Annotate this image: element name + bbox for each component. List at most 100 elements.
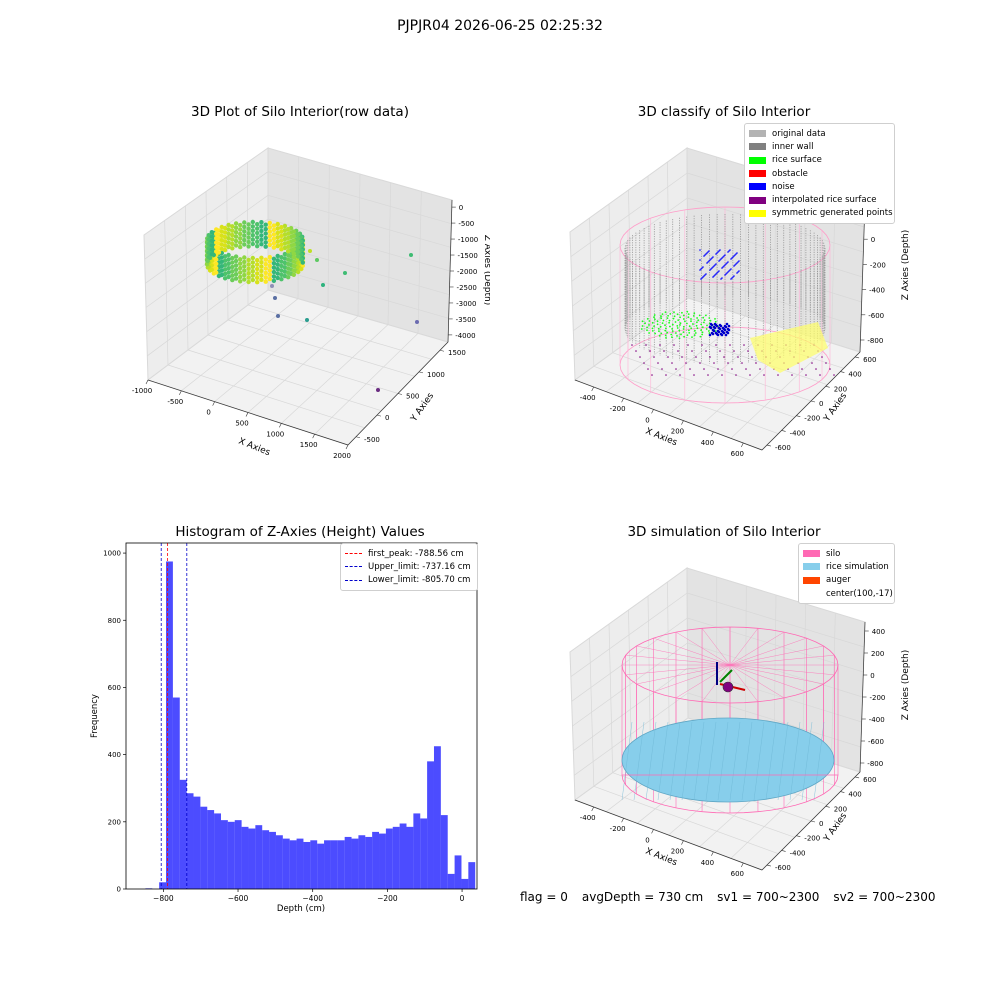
x-tick xyxy=(145,379,149,385)
y-tick-label: -600 xyxy=(775,864,791,872)
point xyxy=(282,265,288,270)
point xyxy=(238,274,243,280)
noise-point xyxy=(703,275,705,277)
rice-surface-point xyxy=(648,324,650,326)
figure-title: PJPJR04 2026-06-25 02:25:32 xyxy=(397,18,603,34)
x-tick-label: −400 xyxy=(302,894,323,903)
rice-surface-point xyxy=(700,329,702,332)
histogram-bar xyxy=(234,820,242,889)
histogram-bar xyxy=(275,835,283,889)
z-tick-label: -200 xyxy=(870,261,886,269)
rice-surface-point xyxy=(679,316,681,319)
rice-surface-point xyxy=(682,314,685,317)
z-tick-label: -800 xyxy=(867,337,883,345)
rice-surface-point xyxy=(709,319,712,322)
y-tick xyxy=(439,349,445,352)
silo-roof-line xyxy=(729,645,824,666)
point xyxy=(282,251,288,257)
rice-surface-point xyxy=(670,333,673,336)
silo-roof-line xyxy=(675,631,731,666)
x-tick-label: -200 xyxy=(610,405,626,413)
legend-line xyxy=(345,566,362,568)
noise-point xyxy=(711,332,715,336)
noise-point xyxy=(722,256,724,258)
noise-point xyxy=(701,277,703,279)
point xyxy=(219,233,224,238)
interpolated-point xyxy=(639,356,641,358)
noise-point xyxy=(736,262,738,264)
rice-surface-point xyxy=(706,324,708,327)
grid-line xyxy=(267,171,452,225)
symmetric-generated-region xyxy=(750,322,828,373)
grid-line xyxy=(314,333,419,435)
noise-point xyxy=(730,258,732,260)
outlier-point xyxy=(415,320,419,324)
x-axis-line xyxy=(574,379,763,451)
rice-mesh-line xyxy=(645,721,657,801)
noise-point xyxy=(724,254,726,256)
noise-point xyxy=(723,328,727,332)
point xyxy=(259,268,264,274)
noise-point xyxy=(720,278,722,280)
interpolated-point xyxy=(805,374,807,376)
noise-point xyxy=(713,275,715,277)
noise-point xyxy=(723,255,725,257)
point xyxy=(271,236,277,241)
point xyxy=(279,272,284,277)
point xyxy=(259,277,264,282)
y-tick-label: -400 xyxy=(790,849,806,857)
x-tick xyxy=(681,840,684,845)
point xyxy=(255,275,260,280)
silo-roof-line xyxy=(701,628,731,666)
interpolated-point xyxy=(661,368,663,370)
noise-point xyxy=(730,278,732,280)
rice-surface-point xyxy=(660,315,662,318)
silo-roof-line xyxy=(729,664,835,676)
point xyxy=(279,242,284,247)
point xyxy=(296,254,301,259)
y-tick xyxy=(840,371,845,373)
rice-surface-point xyxy=(714,318,716,320)
point xyxy=(250,241,255,247)
interpolated-point xyxy=(811,362,813,364)
rice-surface-point xyxy=(699,335,702,338)
interpolated-point xyxy=(743,344,745,346)
point xyxy=(233,221,239,226)
noise-point xyxy=(734,264,736,266)
noise-point xyxy=(723,265,725,267)
sv1-text: sv1 = 700~2300 xyxy=(717,890,820,904)
legend-label: rice surface xyxy=(772,155,822,166)
noise-point xyxy=(719,259,721,261)
rice-surface-point xyxy=(682,331,685,333)
noise-point xyxy=(718,327,722,331)
noise-point xyxy=(717,330,721,334)
legend-label: symmetric generated points xyxy=(772,208,893,219)
point xyxy=(226,274,231,280)
noise-point xyxy=(722,266,724,268)
point xyxy=(275,235,280,240)
point xyxy=(219,246,224,252)
point xyxy=(263,226,268,232)
rice-surface-point xyxy=(690,320,692,323)
point xyxy=(263,235,268,241)
legend-label: Lower_limit: -805.70 cm xyxy=(368,575,471,586)
point xyxy=(255,230,260,236)
x-tick-label: −200 xyxy=(377,894,398,903)
point xyxy=(291,251,296,256)
noise-point xyxy=(736,252,738,254)
histogram-bar xyxy=(282,838,290,889)
noise-point xyxy=(709,326,713,330)
point xyxy=(222,234,228,240)
legend-label: rice simulation xyxy=(826,561,889,572)
point xyxy=(286,235,291,241)
x-tick-label: -400 xyxy=(580,814,596,822)
z-tick-label: -600 xyxy=(868,738,884,746)
point xyxy=(233,258,239,264)
point xyxy=(246,239,251,245)
sv2-text: sv2 = 700~2300 xyxy=(833,890,936,904)
rice-mesh-line xyxy=(753,721,765,801)
rice-surface-point xyxy=(653,325,655,327)
point xyxy=(230,273,235,278)
rice-surface-point xyxy=(658,334,661,337)
interpolated-point xyxy=(733,350,735,352)
